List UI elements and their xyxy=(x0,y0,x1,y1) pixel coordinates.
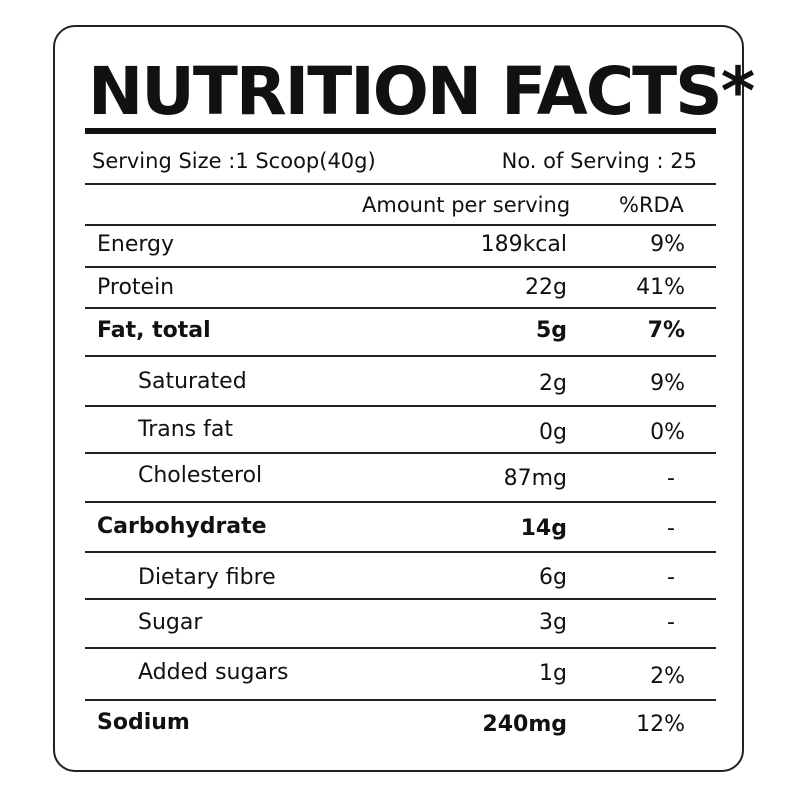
divider xyxy=(85,266,716,268)
row-rda-energy: 9% xyxy=(650,232,685,257)
row-rda-dietary-fibre: - xyxy=(667,565,675,590)
row-amount-added-sugars: 1g xyxy=(539,661,567,686)
row-amount-energy: 189kcal xyxy=(480,232,567,257)
row-rda-sodium: 12% xyxy=(636,712,685,737)
row-label-fat-total: Fat, total xyxy=(97,318,211,343)
divider xyxy=(85,647,716,649)
row-label-trans-fat: Trans fat xyxy=(138,417,233,442)
divider xyxy=(85,224,716,226)
column-header-amount: Amount per serving xyxy=(362,193,571,217)
row-rda-carbohydrate: - xyxy=(667,516,675,541)
row-label-sodium: Sodium xyxy=(97,710,190,735)
row-rda-cholesterol: - xyxy=(667,466,675,491)
row-label-dietary-fibre: Dietary fibre xyxy=(138,565,276,590)
divider xyxy=(85,355,716,357)
divider xyxy=(85,501,716,503)
row-amount-protein: 22g xyxy=(525,275,567,300)
divider xyxy=(85,405,716,407)
divider xyxy=(85,551,716,553)
row-amount-trans-fat: 0g xyxy=(539,420,567,445)
row-label-carbohydrate: Carbohydrate xyxy=(97,514,267,539)
row-rda-fat-total: 7% xyxy=(647,318,685,343)
row-amount-fat-total: 5g xyxy=(535,318,567,343)
serving-size: Serving Size :1 Scoop(40g) xyxy=(92,149,376,173)
row-amount-cholesterol: 87mg xyxy=(503,466,567,491)
row-label-sugar: Sugar xyxy=(138,610,203,635)
row-rda-trans-fat: 0% xyxy=(650,420,685,445)
title-rule xyxy=(85,128,716,134)
row-label-cholesterol: Cholesterol xyxy=(138,463,263,488)
row-rda-sugar: - xyxy=(667,610,675,635)
servings-per-pack: No. of Serving : 25 xyxy=(501,149,697,173)
row-rda-added-sugars: 2% xyxy=(650,664,685,689)
column-header-rda: %RDA xyxy=(619,193,684,217)
row-rda-saturated: 9% xyxy=(650,371,685,396)
row-label-added-sugars: Added sugars xyxy=(138,660,289,685)
row-rda-protein: 41% xyxy=(636,275,685,300)
row-amount-carbohydrate: 14g xyxy=(520,516,567,541)
divider xyxy=(85,598,716,600)
nutrition-facts-title: NUTRITION FACTS* xyxy=(88,53,755,130)
row-amount-sodium: 240mg xyxy=(482,712,567,737)
divider xyxy=(85,452,716,454)
row-label-saturated: Saturated xyxy=(138,369,247,394)
divider xyxy=(85,183,716,185)
row-label-energy: Energy xyxy=(97,232,175,257)
nutrition-facts-panel xyxy=(53,25,744,772)
row-amount-sugar: 3g xyxy=(539,610,567,635)
row-amount-dietary-fibre: 6g xyxy=(539,565,567,590)
row-amount-saturated: 2g xyxy=(539,371,567,396)
divider xyxy=(85,699,716,701)
divider xyxy=(85,307,716,309)
row-label-protein: Protein xyxy=(97,275,175,300)
